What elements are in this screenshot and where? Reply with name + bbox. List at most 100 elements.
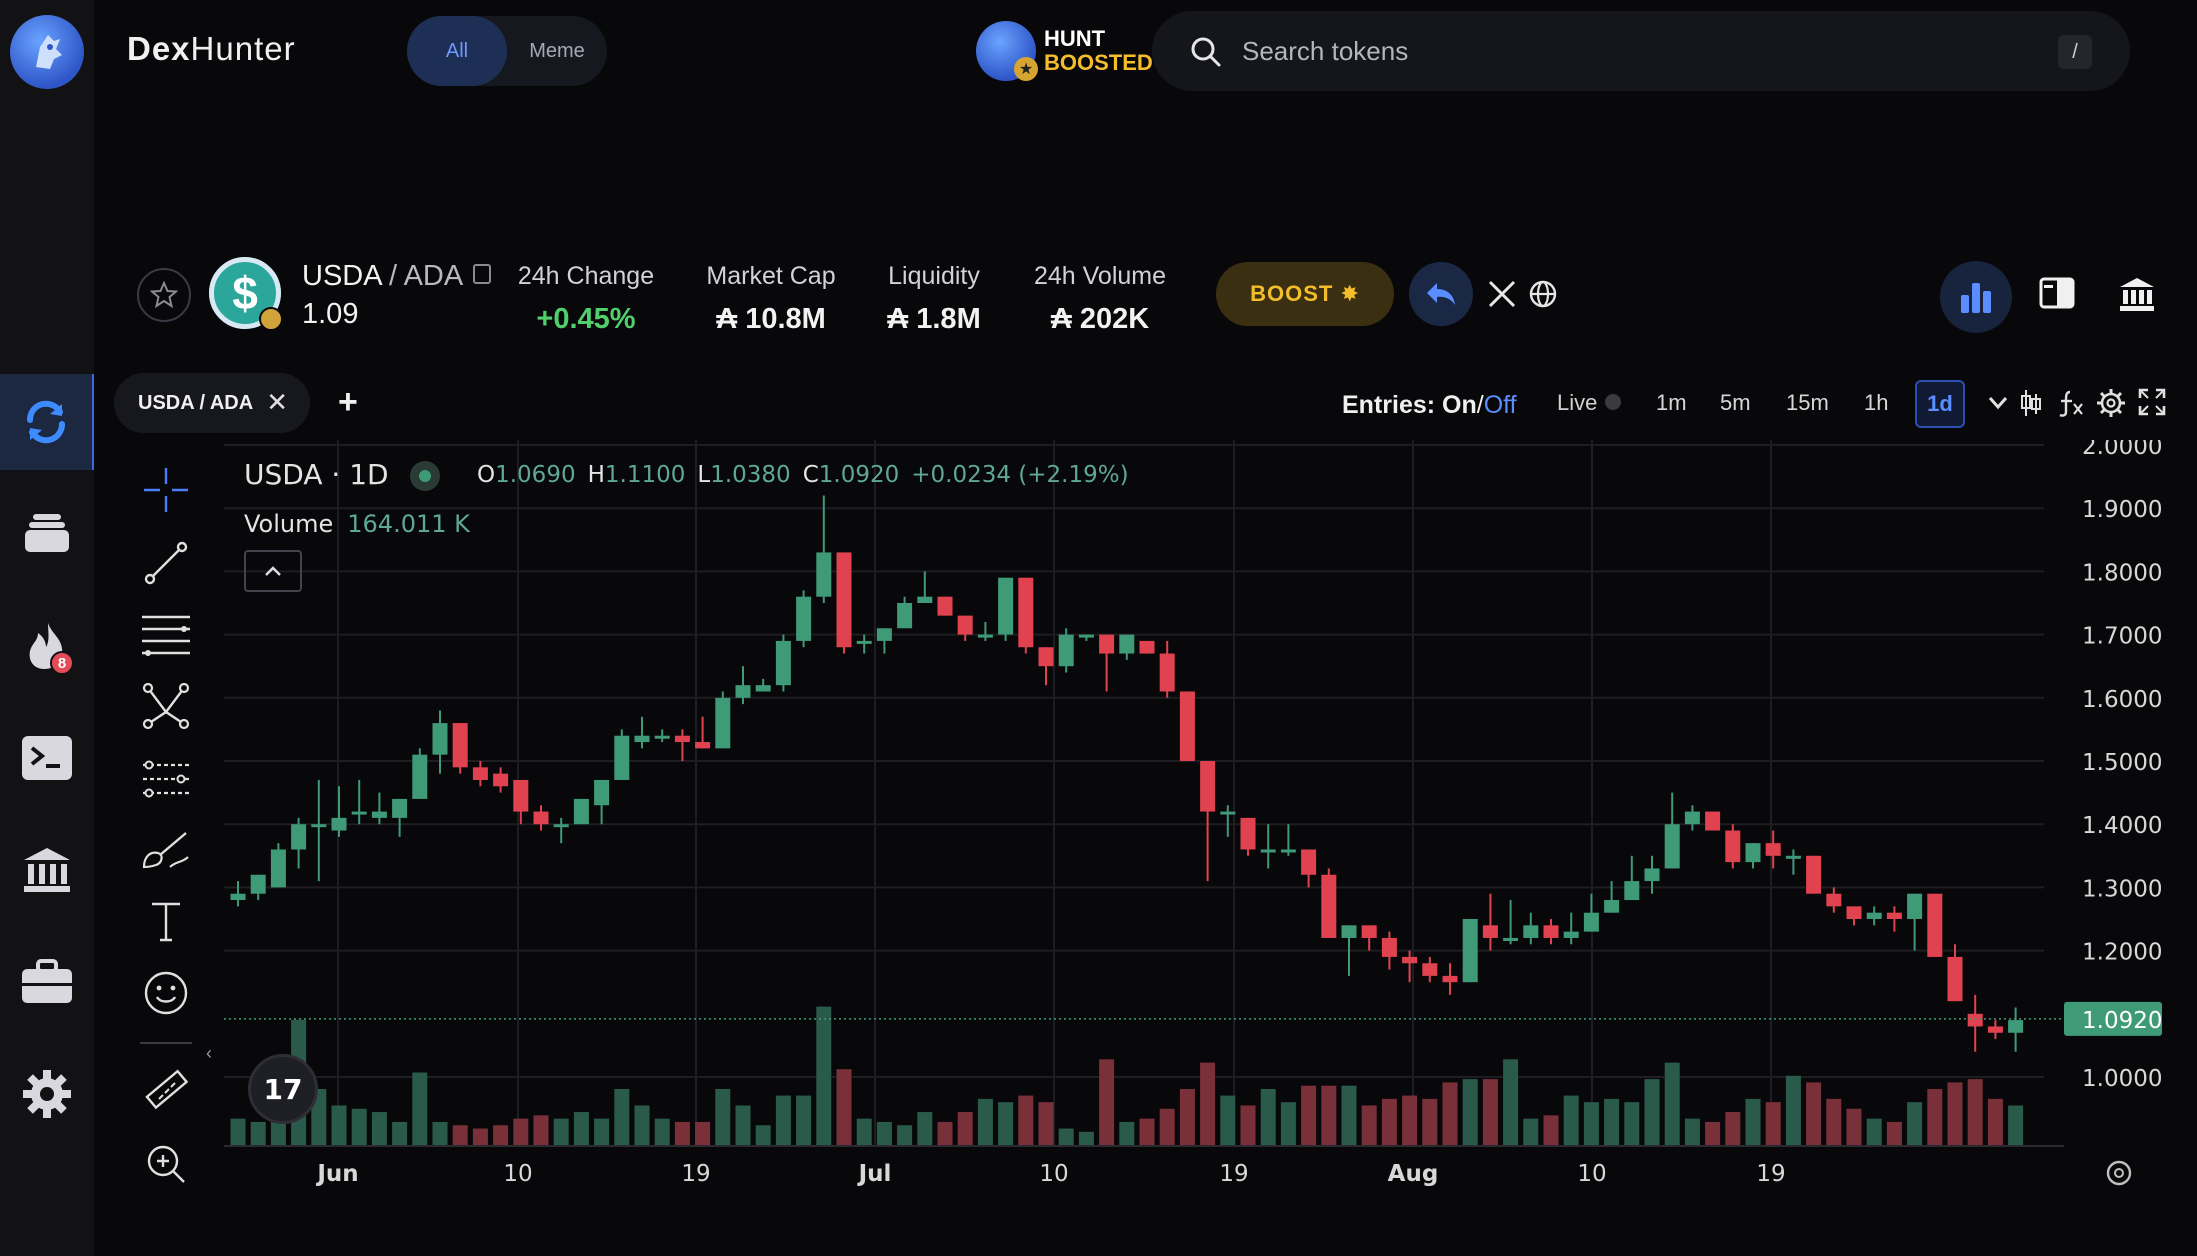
- trend-line-icon: [144, 541, 188, 585]
- price-tick-label: 1.7000: [2082, 624, 2162, 650]
- boost-star-icon: ✸: [1340, 281, 1360, 306]
- legend-collapse-button[interactable]: [244, 550, 302, 592]
- brush-tool[interactable]: [138, 823, 194, 879]
- favorite-button[interactable]: [137, 268, 191, 322]
- timeframe-15m[interactable]: 15m: [1786, 390, 1829, 415]
- timeframe-1h[interactable]: 1h: [1864, 390, 1889, 415]
- time-tick-label: 19: [681, 1161, 710, 1187]
- brand-name[interactable]: DexHunter: [127, 30, 296, 67]
- volume-bar: [876, 1121, 892, 1145]
- volume-bar: [1139, 1118, 1155, 1145]
- volume-bar: [493, 1125, 509, 1145]
- filter-all-button[interactable]: All: [407, 16, 507, 86]
- chart-symbol-title: USDA · 1D: [244, 458, 389, 491]
- sidebar-item-staking[interactable]: [0, 822, 94, 918]
- indicators-fx-icon[interactable]: [2058, 388, 2084, 418]
- volume-bar: [917, 1112, 933, 1145]
- collapse-tools-icon[interactable]: ‹: [206, 1043, 212, 1063]
- volume-bar: [452, 1125, 468, 1145]
- sidebar-item-terminal[interactable]: [0, 710, 94, 806]
- candle: [977, 634, 993, 638]
- add-tab-button[interactable]: +: [338, 383, 358, 421]
- candle: [1422, 963, 1438, 976]
- volume-bar: [1240, 1105, 1256, 1145]
- volume-bar: [331, 1105, 347, 1145]
- zoom-in-icon: [147, 1145, 185, 1183]
- volume-bar: [1745, 1098, 1761, 1145]
- tab-usda-ada[interactable]: USDA / ADA ✕: [114, 373, 310, 433]
- candle: [755, 685, 771, 692]
- forecast-tool[interactable]: [138, 752, 194, 808]
- axis-settings-icon[interactable]: [2106, 1160, 2132, 1186]
- search-bar[interactable]: /: [1152, 11, 2130, 91]
- volume-bar: [1563, 1095, 1579, 1145]
- x-twitter-icon[interactable]: [1487, 279, 1517, 309]
- tradingview-logo[interactable]: 17: [248, 1054, 318, 1124]
- candle: [1099, 634, 1115, 654]
- split-view-icon[interactable]: [2039, 277, 2075, 309]
- emoji-tool[interactable]: [138, 965, 194, 1021]
- time-tick-label: 10: [1039, 1161, 1068, 1187]
- price-tick-label: 1.5000: [2082, 750, 2162, 776]
- candle: [1462, 919, 1478, 983]
- volume-bar: [1705, 1121, 1721, 1145]
- smiley-icon: [144, 971, 188, 1015]
- copy-icon[interactable]: [473, 264, 491, 284]
- volume-bar: [775, 1095, 791, 1145]
- volume-bar: [1179, 1088, 1195, 1145]
- fullscreen-icon[interactable]: [2138, 388, 2166, 416]
- timeframe-1m[interactable]: 1m: [1656, 390, 1687, 415]
- timeframe-1d[interactable]: 1d: [1915, 380, 1965, 428]
- sidebar-item-swap[interactable]: [0, 374, 94, 470]
- sidebar-item-portfolio[interactable]: [0, 484, 94, 580]
- volume-bar: [594, 1118, 610, 1145]
- volume-bar: [1442, 1082, 1458, 1145]
- volume-bar: [836, 1069, 852, 1145]
- fib-tool[interactable]: [138, 607, 194, 663]
- volume-bar: [1765, 1102, 1781, 1145]
- trend-line-tool[interactable]: [138, 535, 194, 591]
- hunt-label[interactable]: HUNT: [1044, 26, 1106, 51]
- volume-bar: [1260, 1088, 1276, 1145]
- candle: [715, 697, 731, 749]
- candle: [1886, 912, 1902, 919]
- candle: [1947, 956, 1963, 1002]
- star-outline-icon: [150, 281, 178, 309]
- terminal-icon: [22, 736, 72, 780]
- search-input[interactable]: [1242, 11, 2042, 91]
- candle: [1482, 925, 1498, 938]
- live-toggle[interactable]: Live: [1557, 390, 1598, 415]
- share-button[interactable]: [1409, 262, 1473, 326]
- boosted-label[interactable]: BOOSTED: [1044, 50, 1153, 75]
- close-tab-icon[interactable]: ✕: [266, 387, 288, 417]
- volume-bar: [1381, 1098, 1397, 1145]
- chevron-down-icon[interactable]: [1988, 396, 2008, 410]
- crosshair-tool[interactable]: [138, 462, 194, 518]
- volume-bar: [634, 1105, 650, 1145]
- chart-view-button[interactable]: [1940, 261, 2012, 333]
- boost-button[interactable]: BOOST ✸: [1216, 262, 1394, 326]
- candles-icon[interactable]: [2020, 388, 2042, 418]
- candle: [230, 893, 246, 901]
- candle: [1341, 925, 1357, 938]
- measure-tool[interactable]: [138, 1062, 194, 1118]
- zoom-tool[interactable]: [138, 1136, 194, 1192]
- sidebar-item-trending[interactable]: 8: [0, 598, 94, 694]
- pattern-tool[interactable]: [138, 678, 194, 734]
- price-tick-label: 1.3000: [2082, 876, 2162, 902]
- volume-bar: [1482, 1079, 1498, 1145]
- filter-meme-button[interactable]: Meme: [529, 39, 585, 62]
- globe-icon[interactable]: [1528, 279, 1558, 309]
- candle: [1280, 849, 1296, 853]
- price-chart[interactable]: 2.0000 1.9000 1.8000 1.7000 1.6000 1.5000 1.40…: [224, 440, 2197, 1200]
- candle: [1765, 843, 1781, 856]
- dexhunter-logo[interactable]: [10, 15, 84, 89]
- bank-view-icon[interactable]: [2118, 276, 2156, 312]
- timeframe-5m[interactable]: 5m: [1720, 390, 1751, 415]
- candle: [1664, 824, 1680, 869]
- entries-toggle[interactable]: Entries: On / Off: [1342, 390, 1517, 419]
- sidebar-item-settings[interactable]: [0, 1046, 94, 1142]
- text-tool[interactable]: [138, 894, 194, 950]
- sidebar-item-tools[interactable]: [0, 934, 94, 1030]
- chart-settings-gear-icon[interactable]: [2096, 388, 2126, 418]
